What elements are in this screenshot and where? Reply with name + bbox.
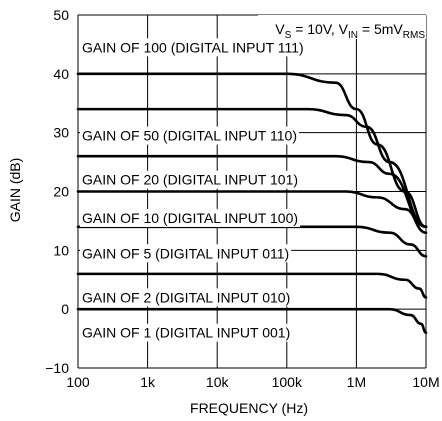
y-tick-label: 10 xyxy=(53,242,69,258)
x-tick-label: 100 xyxy=(66,374,90,390)
series-label-4: GAIN OF 5 (DIGITAL INPUT 011) xyxy=(82,245,289,261)
series-label-2: GAIN OF 20 (DIGITAL INPUT 101) xyxy=(82,172,298,188)
x-tick-label: 10M xyxy=(412,374,439,390)
chart-series-labels: GAIN OF 100 (DIGITAL INPUT 111) GAIN OF 5… xyxy=(80,38,306,342)
conditions-annotation: VS = 10V, VIN = 5mVRMS xyxy=(258,15,426,41)
chart-curves xyxy=(76,72,428,334)
series-label-background xyxy=(80,126,299,145)
series-label-3: GAIN OF 10 (DIGITAL INPUT 100) xyxy=(82,210,298,226)
y-tick-label: 50 xyxy=(53,7,69,23)
series-label-background xyxy=(80,323,293,342)
conditions-text: VS = 10V, VIN = 5mVRMS xyxy=(275,21,425,41)
x-axis-title: FREQUENCY (Hz) xyxy=(190,400,308,416)
x-tick-label: 10k xyxy=(206,374,230,390)
series-label-background xyxy=(80,208,301,227)
y-tick-label: 40 xyxy=(53,66,69,82)
series-label-background xyxy=(80,288,293,307)
y-tick-label: 0 xyxy=(61,301,69,317)
y-axis-title: GAIN (dB) xyxy=(7,158,23,223)
y-tick-label: −10 xyxy=(45,360,69,376)
annotation-background xyxy=(258,15,426,39)
series-label-6: GAIN OF 1 (DIGITAL INPUT 001) xyxy=(82,325,290,341)
series-label-0: GAIN OF 100 (DIGITAL INPUT 111) xyxy=(82,39,304,55)
series-line-0 xyxy=(76,72,428,229)
series-label-background xyxy=(80,170,301,189)
series-label-1: GAIN OF 50 (DIGITAL INPUT 110) xyxy=(82,128,297,144)
x-tick-label: 100k xyxy=(272,374,303,390)
series-line-6 xyxy=(76,307,428,334)
y-tick-label: 20 xyxy=(53,184,69,200)
series-label-5: GAIN OF 2 (DIGITAL INPUT 010) xyxy=(82,289,290,305)
series-line-5 xyxy=(76,272,428,299)
series-line-2 xyxy=(76,154,428,229)
x-axis-tick-labels: 100 1k 10k 100k 1M 10M xyxy=(66,374,439,390)
series-label-background xyxy=(80,244,292,263)
series-line-1 xyxy=(76,107,428,229)
y-tick-label: 30 xyxy=(53,125,69,141)
series-label-background xyxy=(80,38,306,57)
series-line-3 xyxy=(76,190,428,234)
x-tick-label: 1M xyxy=(347,374,366,390)
x-tick-label: 1k xyxy=(140,374,156,390)
y-axis-tick-labels: −10 0 10 20 30 40 50 xyxy=(45,7,69,376)
